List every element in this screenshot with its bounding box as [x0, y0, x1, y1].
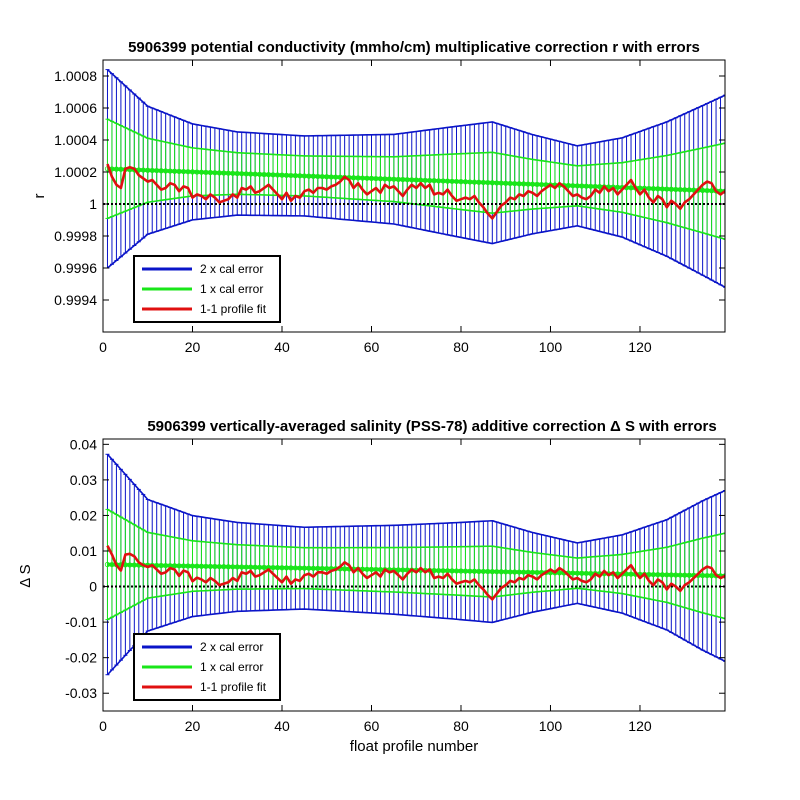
profile-fit-line [106, 545, 725, 601]
plot-marks [103, 69, 725, 288]
y-tick-label: 0.9994 [54, 292, 97, 308]
y-tick-label: 0.03 [70, 472, 97, 488]
x-tick-label: 80 [453, 718, 469, 734]
error-envelope-upper [107, 508, 725, 559]
plot-area: 0 20 40 60 80 100 120 0.9994 0.9996 0.9998 1 1.0002… [54, 59, 726, 355]
x-tick-label: 80 [453, 339, 469, 355]
x-tick-label: 100 [539, 718, 563, 734]
y-tick-label: 0.04 [70, 436, 97, 452]
legend-label-cal1: 1 x cal error [200, 660, 263, 674]
legend-label-cal2: 2 x cal error [200, 640, 263, 654]
error-envelope-lower [106, 602, 725, 676]
legend-label-fit: 1-1 profile fit [200, 680, 267, 694]
error-envelope-lower [106, 214, 725, 288]
y-axis-label: Δ S [17, 564, 34, 587]
legend: 2 x cal error 1 x cal error 1-1 profile … [133, 633, 281, 701]
y-tick-label: 1.0002 [54, 164, 97, 180]
conductivity-chart: 5906399 potential conductivity (mmho/cm)… [31, 39, 726, 355]
chart-title: 5906399 vertically-averaged salinity (PS… [147, 418, 716, 435]
legend-label-fit: 1-1 profile fit [200, 302, 267, 316]
error-envelope-upper [107, 118, 725, 167]
x-tick-label: 40 [274, 718, 290, 734]
chart-title: 5906399 potential conductivity (mmho/cm)… [128, 39, 700, 56]
y-tick-label: 1.0006 [54, 100, 97, 116]
x-tick-label: 60 [364, 339, 380, 355]
x-tick-label: 0 [99, 339, 107, 355]
x-tick-label: 60 [364, 718, 380, 734]
y-tick-label: 0 [89, 579, 97, 595]
x-axis-label: float profile number [350, 738, 478, 755]
errorbar-series [104, 118, 725, 240]
x-tick-label: 40 [274, 339, 290, 355]
y-tick-label: -0.01 [65, 614, 97, 630]
y-tick-label: 0.02 [70, 507, 97, 523]
y-tick-label: 1.0008 [54, 68, 97, 84]
legend: 2 x cal error 1 x cal error 1-1 profile … [133, 255, 281, 323]
y-tick-label: 1.0004 [54, 132, 97, 148]
y-tick-label: -0.03 [65, 685, 97, 701]
x-tick-label: 0 [99, 718, 107, 734]
plot-area: 0 20 40 60 80 100 120 -0.03 -0.02 -0.01 0 0.01 0.02 0… [65, 436, 726, 734]
profile-fit-line [106, 163, 725, 220]
error-envelope-upper [106, 69, 725, 147]
x-tick-label: 20 [185, 339, 201, 355]
error-envelope-upper [106, 453, 725, 544]
x-tick-label: 20 [185, 718, 201, 734]
x-tick-label: 100 [539, 339, 563, 355]
y-tick-label: -0.02 [65, 650, 97, 666]
calibration-line [107, 167, 725, 193]
legend-label-cal1: 1 x cal error [200, 282, 263, 296]
axes-frame [102, 59, 726, 333]
y-tick-label: 0.9998 [54, 228, 97, 244]
y-tick-label: 0.01 [70, 543, 97, 559]
y-tick-label: 0.9996 [54, 260, 97, 276]
y-axis-label: r [31, 194, 48, 199]
salinity-chart: 5906399 vertically-averaged salinity (PS… [17, 418, 726, 755]
plot-marks [103, 453, 725, 676]
y-tick-label: 1 [89, 196, 97, 212]
axes-frame [102, 438, 726, 712]
error-envelope-lower [107, 587, 725, 621]
x-tick-label: 120 [628, 718, 652, 734]
x-tick-label: 120 [628, 339, 652, 355]
legend-label-cal2: 2 x cal error [200, 262, 263, 276]
